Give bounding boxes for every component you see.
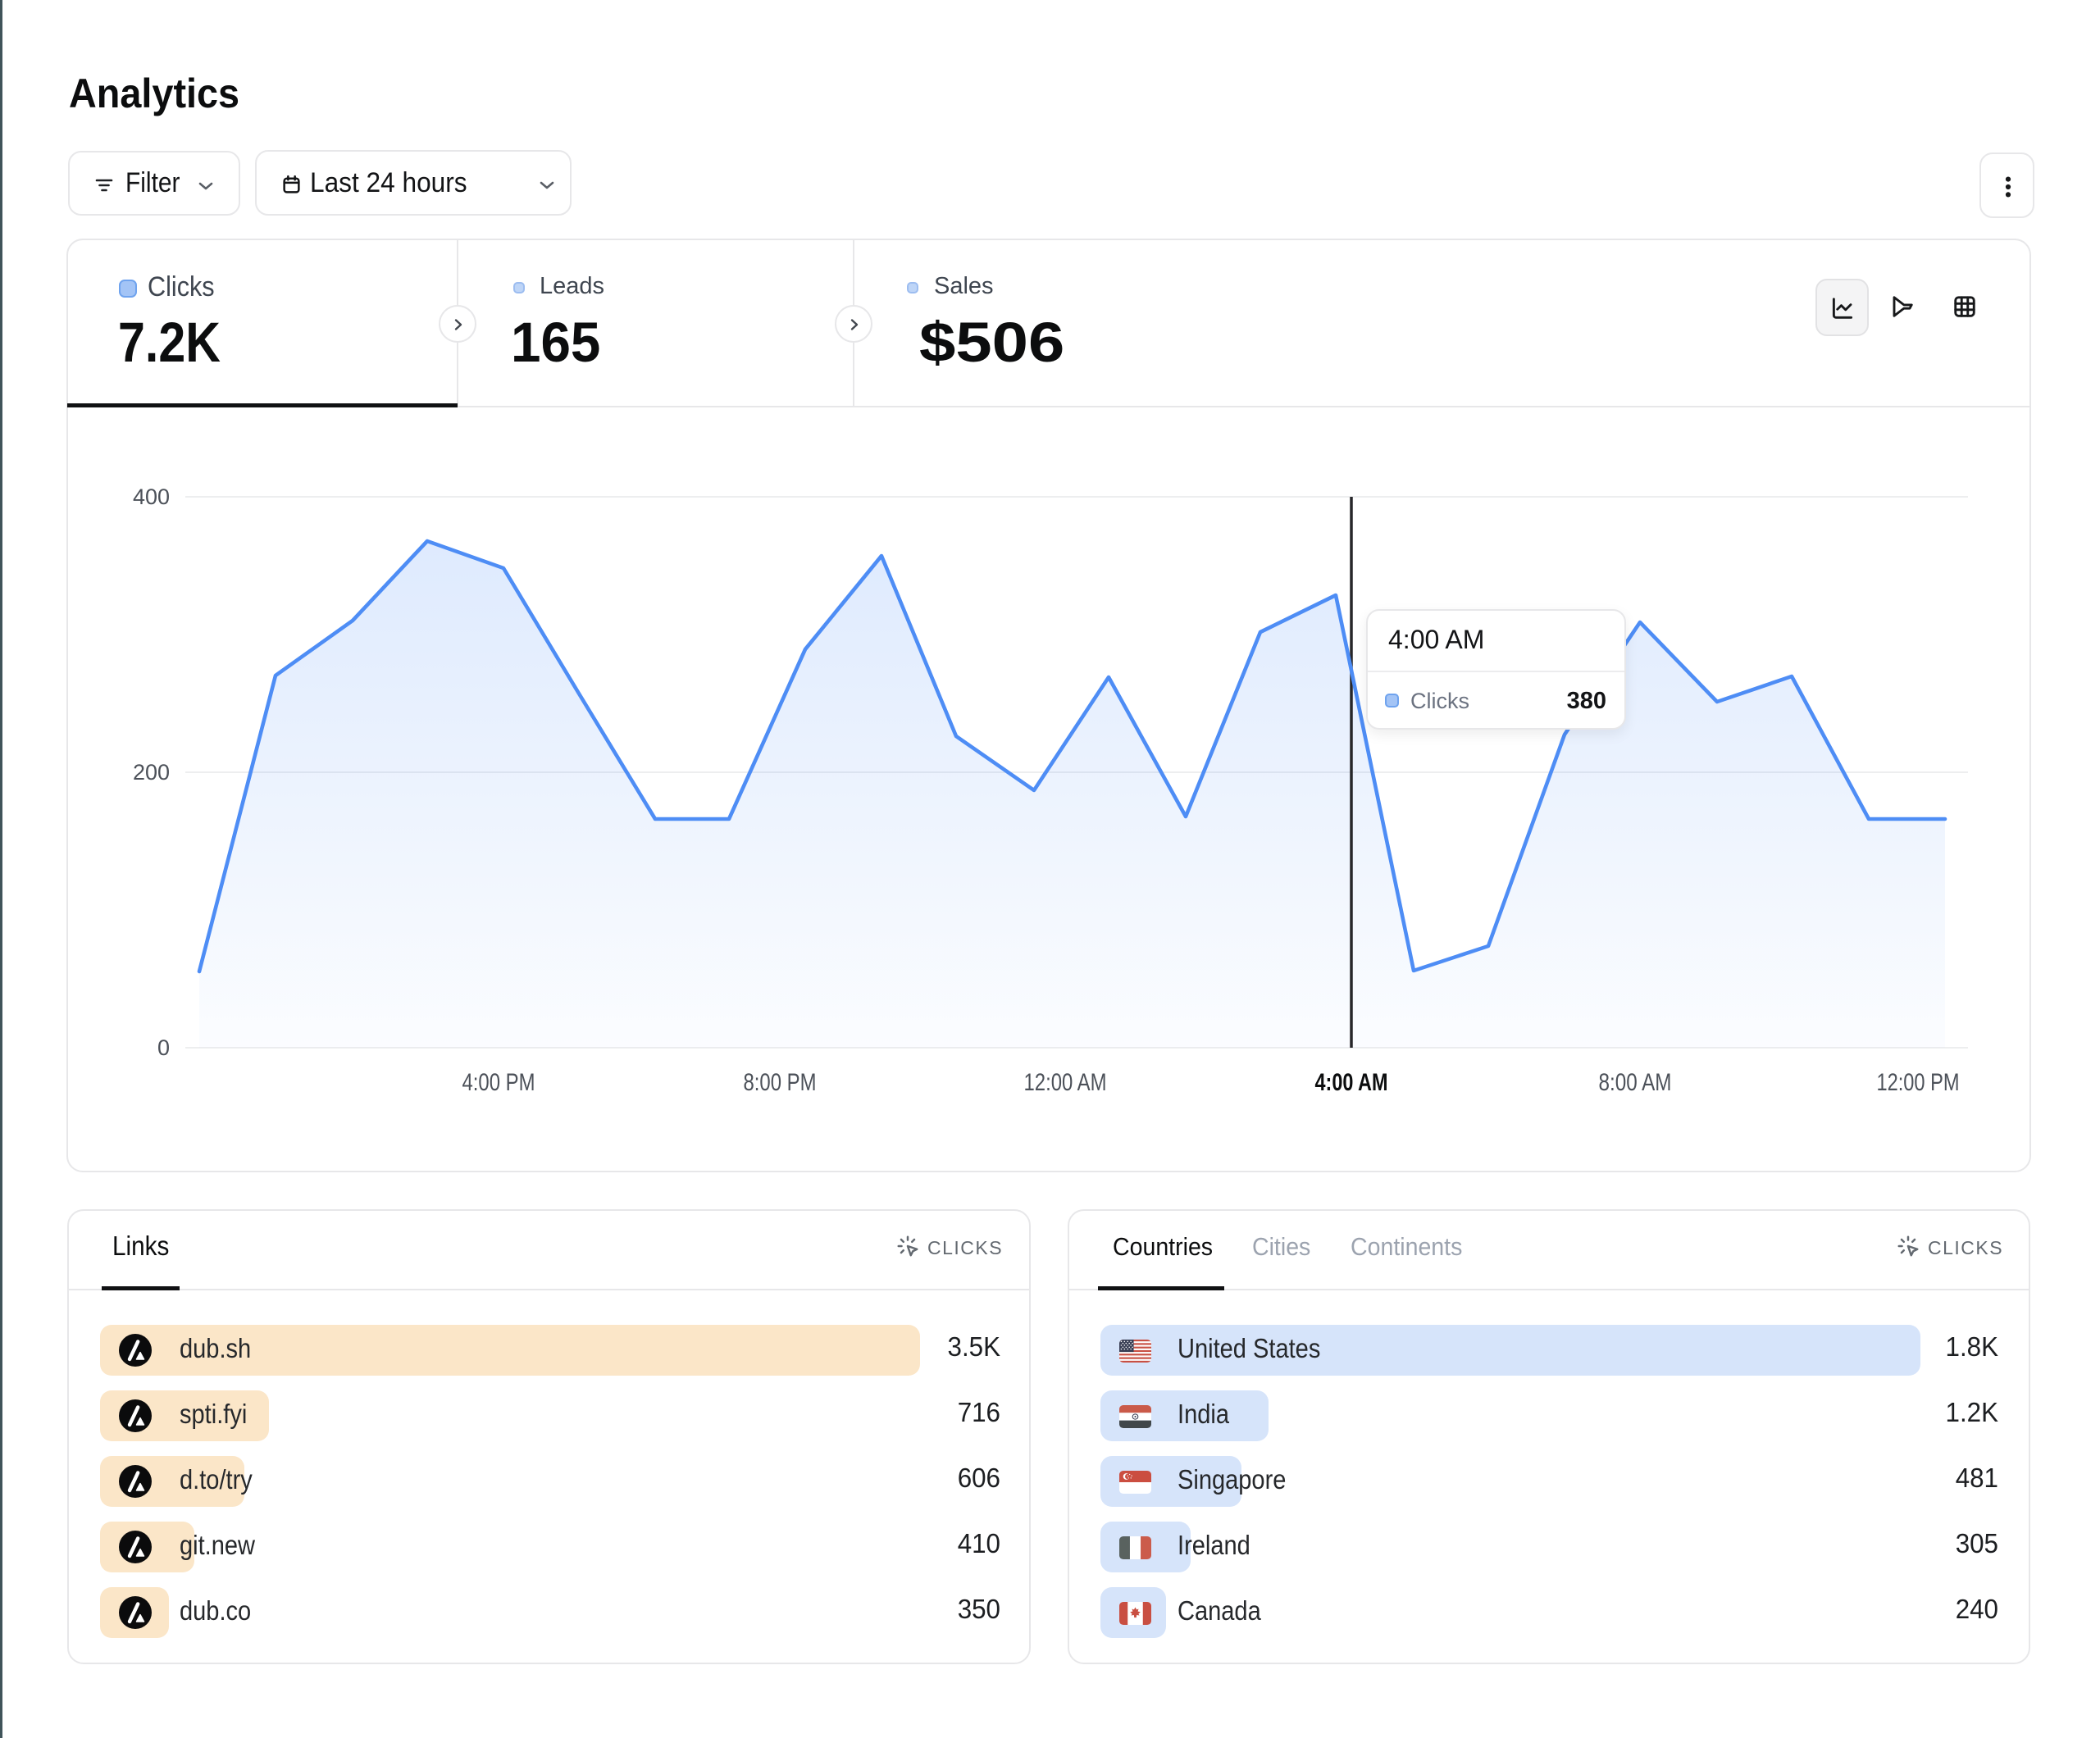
- svg-text:8:00 AM: 8:00 AM: [1599, 1069, 1672, 1096]
- svg-text:8:00 PM: 8:00 PM: [744, 1069, 817, 1096]
- svg-text:4:00 PM: 4:00 PM: [462, 1069, 535, 1096]
- svg-text:4:00 AM: 4:00 AM: [1315, 1069, 1388, 1096]
- svg-text:200: 200: [133, 760, 170, 785]
- svg-text:12:00 AM: 12:00 AM: [1024, 1069, 1107, 1096]
- svg-text:0: 0: [157, 1035, 170, 1060]
- svg-text:12:00 PM: 12:00 PM: [1877, 1069, 1960, 1096]
- svg-text:400: 400: [133, 485, 170, 509]
